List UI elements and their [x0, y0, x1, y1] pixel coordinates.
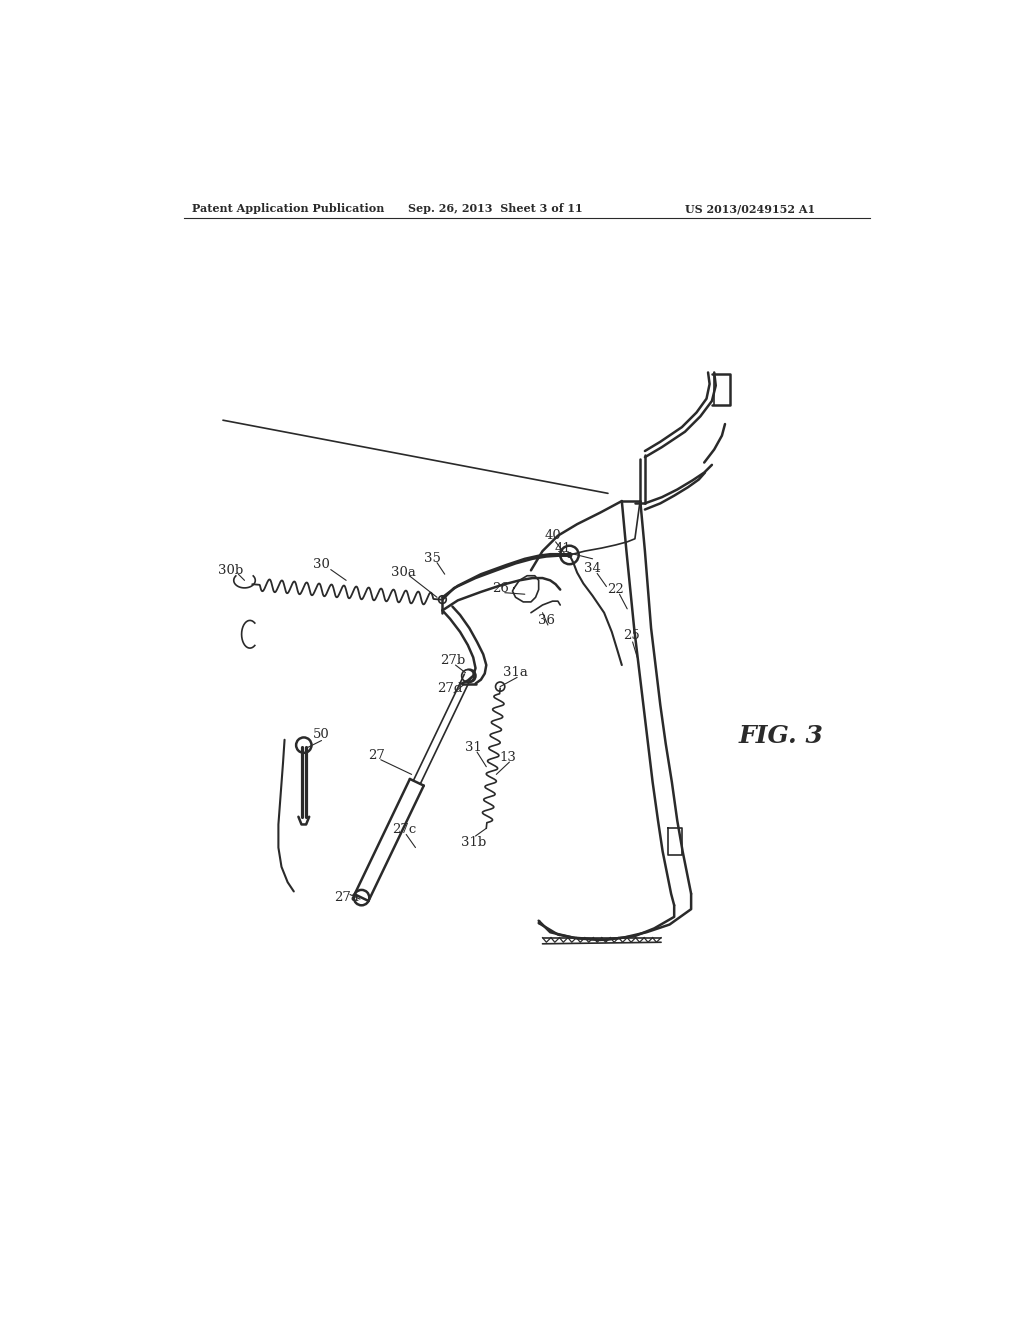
- Circle shape: [468, 675, 471, 677]
- Text: 50: 50: [313, 727, 330, 741]
- Text: 34: 34: [584, 562, 601, 576]
- Text: 27d: 27d: [437, 681, 463, 694]
- Text: 31a: 31a: [503, 667, 528, 680]
- Text: 27b: 27b: [439, 653, 465, 667]
- Text: 30: 30: [313, 558, 330, 572]
- Text: 30b: 30b: [218, 564, 244, 577]
- Circle shape: [354, 890, 370, 906]
- Circle shape: [496, 682, 505, 692]
- Text: Patent Application Publication: Patent Application Publication: [193, 203, 385, 214]
- Text: 31b: 31b: [461, 836, 485, 849]
- Circle shape: [567, 553, 571, 557]
- Text: US 2013/0249152 A1: US 2013/0249152 A1: [685, 203, 815, 214]
- Text: 13: 13: [500, 751, 516, 764]
- Text: 25: 25: [623, 630, 639, 643]
- Text: 35: 35: [424, 552, 441, 565]
- Text: 36: 36: [538, 614, 555, 627]
- Text: Sep. 26, 2013  Sheet 3 of 11: Sep. 26, 2013 Sheet 3 of 11: [408, 203, 583, 214]
- Text: 30a: 30a: [391, 566, 417, 579]
- Text: 26: 26: [492, 582, 509, 594]
- Text: 40: 40: [544, 529, 561, 543]
- Circle shape: [560, 545, 579, 564]
- Text: 22: 22: [607, 583, 624, 597]
- Text: 27c: 27c: [392, 824, 416, 837]
- Circle shape: [296, 738, 311, 752]
- Circle shape: [438, 595, 446, 603]
- Text: FIG. 3: FIG. 3: [739, 723, 823, 748]
- Text: 27: 27: [369, 748, 385, 762]
- Text: 41: 41: [555, 543, 571, 556]
- Text: 27a: 27a: [334, 891, 358, 904]
- Circle shape: [463, 669, 475, 682]
- Circle shape: [462, 669, 474, 682]
- Text: 31: 31: [465, 741, 481, 754]
